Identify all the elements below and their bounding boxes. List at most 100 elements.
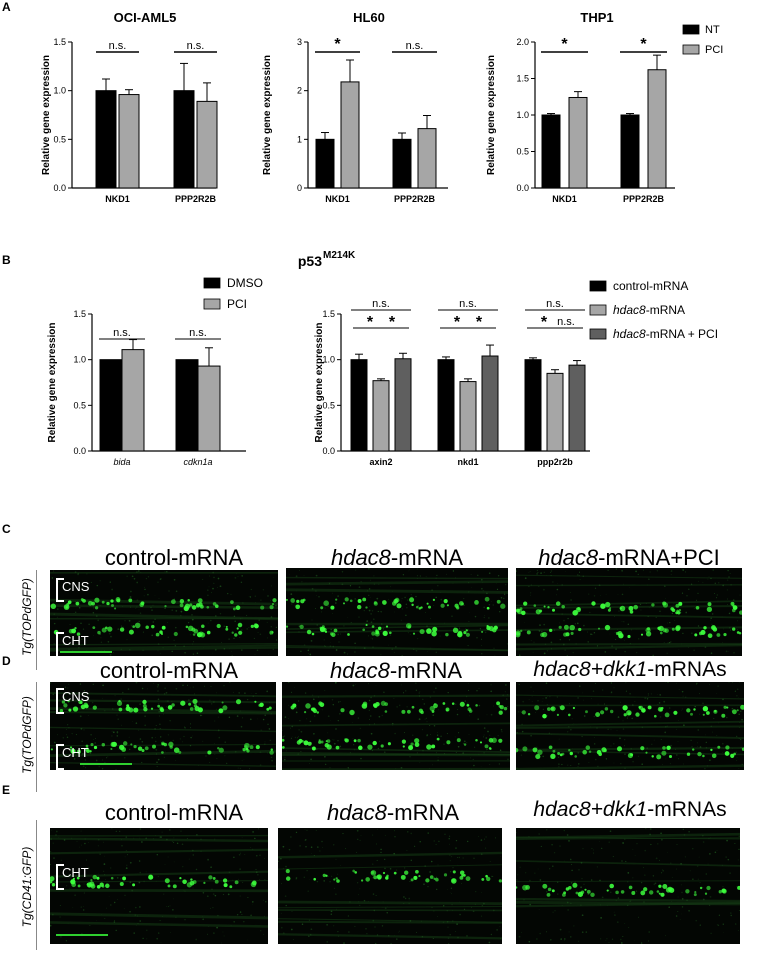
cns-bracket (56, 688, 64, 714)
significance-label: * (640, 36, 647, 53)
cht-label: CHT (62, 865, 89, 880)
cns-label: CNS (62, 579, 90, 594)
title-c-2: hdac8-mRNA (330, 545, 464, 570)
chart-a1-y-tick-label: 0.0 (53, 183, 66, 193)
significance-label: * (476, 314, 483, 331)
chart-b2-y-axis-label: Relative gene expression (314, 322, 325, 442)
legend-label: NT (705, 24, 720, 36)
legend-swatch (589, 280, 607, 292)
row-divider-e (36, 820, 37, 950)
chart-b2-bar (459, 381, 477, 452)
micrograph-d-hdac8 (282, 682, 510, 770)
chart-a3-category-label: PPP2R2B (623, 194, 665, 204)
chart-b1-bar (99, 359, 123, 452)
significance-label: n.s. (546, 298, 564, 310)
significance-label: n.s. (372, 298, 390, 310)
micrograph-d-control: CNS CHT (50, 682, 276, 770)
chart-a2-y-tick-label: 2 (297, 86, 302, 96)
micrograph-c-control: CNS CHT (50, 570, 278, 656)
cns-bracket (56, 578, 64, 602)
micrograph-c-hdac8 (286, 568, 508, 656)
chart-title-a-2: HL60 (353, 10, 385, 25)
chart-b2-bar (524, 359, 542, 452)
legend-label: control-mRNA (613, 279, 688, 293)
title-e-2: hdac8-mRNA (326, 800, 460, 825)
chart-b2-bar (350, 359, 368, 452)
chart-a1-y-axis-label: Relative gene expression (41, 55, 52, 175)
chart-title-a-3: THP1 (580, 10, 613, 25)
chart-b2-category-label: ppp2r2b (537, 457, 573, 467)
chart-b2-bar (546, 372, 564, 452)
legend-label: PCI (705, 44, 723, 56)
chart-a1-bar (95, 90, 117, 189)
significance-label: n.s. (406, 40, 424, 52)
chart-a2-bar (392, 138, 412, 189)
title-c-1: control-mRNA (104, 545, 244, 570)
chart-b1-category-label: bida (113, 457, 130, 467)
row-divider-c (36, 570, 37, 670)
panel-b-title: p53 (298, 253, 322, 269)
title-d-1: control-mRNA (99, 658, 239, 683)
scale-bar (80, 763, 132, 765)
micrograph-e-hdac8-dkk1 (516, 828, 740, 944)
chart-b2-y-tick-label: 1.0 (322, 355, 335, 365)
legend-swatch (589, 328, 607, 340)
chart-a2-bar (340, 81, 360, 189)
title-e-1: control-mRNA (104, 800, 244, 825)
significance-label: n.s. (113, 327, 131, 339)
chart-a1-bar (173, 90, 195, 189)
title-e-3: hdac8+dkk1-mRNAs (533, 798, 727, 821)
chart-b1-y-axis-label: Relative gene expression (47, 322, 58, 442)
chart-b1-bar (197, 365, 221, 452)
row-label-c: Tg(TOPdGFP) (20, 578, 34, 656)
title-d-3: hdac8+dkk1-mRNAs (533, 658, 727, 681)
chart-b2-y-tick-label: 0.0 (322, 446, 335, 456)
panel-letter-b: B (2, 253, 11, 267)
chart-a1-bar (196, 100, 218, 189)
legend-swatch (682, 24, 700, 35)
chart-b1-y-tick-label: 1.0 (73, 355, 86, 365)
row-label-e: Tg(CD41:GFP) (20, 846, 34, 928)
scale-bar (56, 934, 108, 936)
chart-b2-y-tick-label: 0.5 (322, 400, 335, 410)
legend-label: hdac8-mRNA + PCI (613, 327, 718, 341)
significance-label: n.s. (109, 40, 127, 52)
chart-a3-y-tick-label: 1.5 (516, 74, 529, 84)
chart-a3-category-label: NKD1 (552, 194, 577, 204)
chart-a2-bar (417, 128, 437, 189)
title-d-2: hdac8-mRNA (329, 658, 463, 683)
significance-label: * (541, 314, 548, 331)
chart-a1-y-tick-label: 1.0 (53, 86, 66, 96)
micrograph-e-hdac8 (278, 828, 502, 944)
cht-bracket (56, 632, 64, 656)
micrograph-e-control: CHT (50, 828, 268, 944)
significance-label: n.s. (557, 316, 575, 328)
chart-a2-y-tick-label: 1 (297, 134, 302, 144)
legend-swatch (589, 304, 607, 316)
legend-swatch (203, 277, 221, 289)
chart-a1-y-tick-label: 1.5 (53, 37, 66, 47)
significance-label: n.s. (187, 40, 205, 52)
panel-letter-c: C (2, 522, 11, 536)
chart-a1-category-label: PPP2R2B (175, 194, 217, 204)
legend-label: hdac8-mRNA (613, 303, 685, 317)
significance-label: * (389, 314, 396, 331)
chart-a2-category-label: PPP2R2B (394, 194, 436, 204)
chart-a3-bar (541, 114, 561, 189)
chart-b2-bar (394, 358, 412, 452)
chart-a3-y-tick-label: 2.0 (516, 37, 529, 47)
significance-label: * (454, 314, 461, 331)
panel-b-title-superscript: M214K (323, 250, 356, 261)
chart-a3-y-axis-label: Relative gene expression (486, 55, 497, 175)
legend-swatch (203, 298, 221, 310)
significance-label: n.s. (459, 298, 477, 310)
chart-a3-y-tick-label: 0.0 (516, 183, 529, 193)
chart-a2-y-axis-label: Relative gene expression (262, 55, 273, 175)
row-label-d: Tg(TOPdGFP) (20, 696, 34, 774)
micrograph-c-hdac8-pci (516, 568, 742, 656)
legend-swatch (682, 44, 700, 55)
chart-a3-y-tick-label: 0.5 (516, 147, 529, 157)
chart-a2-category-label: NKD1 (325, 194, 350, 204)
chart-a1-bar (118, 94, 140, 189)
